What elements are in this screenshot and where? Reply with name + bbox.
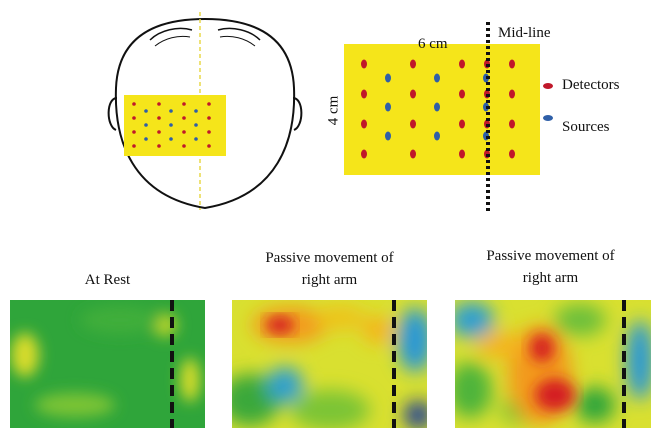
detector-dot xyxy=(509,59,515,69)
source-dot xyxy=(434,131,440,141)
probe-layout xyxy=(344,22,553,214)
detector-dot xyxy=(361,89,367,99)
mini-source-dot xyxy=(144,109,148,113)
detector-dot xyxy=(459,59,465,69)
detector-dot xyxy=(361,59,367,69)
activation-map-rest xyxy=(10,300,205,428)
probe-width-label: 6 cm xyxy=(418,36,448,52)
activation-map-passive-1 xyxy=(232,300,427,428)
detector-dot xyxy=(459,149,465,159)
mini-source-dot xyxy=(169,137,173,141)
source-legend-marker xyxy=(543,115,553,121)
mini-detector-dot xyxy=(157,102,161,106)
mini-detector-dot xyxy=(132,144,136,148)
source-dot xyxy=(434,73,440,83)
head-diagram xyxy=(107,12,303,210)
panel-title-rest: At Rest xyxy=(84,272,131,288)
mini-detector-dot xyxy=(132,102,136,106)
mini-detector-dot xyxy=(207,130,211,134)
mini-detector-dot xyxy=(157,130,161,134)
source-dot xyxy=(385,73,391,83)
head-probe-optodes xyxy=(132,102,211,148)
source-dot xyxy=(385,131,391,141)
detector-dot xyxy=(459,119,465,129)
detector-dot xyxy=(361,119,367,129)
hair-left-2 xyxy=(154,35,191,47)
mini-source-dot xyxy=(194,109,198,113)
panel-title-passive-1-line2: right arm xyxy=(301,272,358,288)
hair-right xyxy=(217,27,261,41)
mini-detector-dot xyxy=(207,102,211,106)
probe-height-label: 4 cm xyxy=(325,95,342,126)
sources-label: Sources xyxy=(562,119,610,135)
midline-label: Mid-line xyxy=(498,25,551,41)
activation-map-passive-2 xyxy=(455,300,651,428)
hair-right-2 xyxy=(219,35,256,47)
detector-legend-marker xyxy=(543,83,553,89)
detector-dot xyxy=(459,89,465,99)
mini-detector-dot xyxy=(132,116,136,120)
detector-dot xyxy=(361,149,367,159)
source-dot xyxy=(385,102,391,112)
right-ear xyxy=(292,97,303,131)
mini-detector-dot xyxy=(157,144,161,148)
detector-dot xyxy=(410,89,416,99)
detectors-label: Detectors xyxy=(562,77,620,93)
mini-detector-dot xyxy=(182,130,186,134)
mini-detector-dot xyxy=(207,116,211,120)
hair-left xyxy=(149,27,193,41)
detector-dot xyxy=(509,89,515,99)
detector-dot xyxy=(410,149,416,159)
mini-detector-dot xyxy=(182,102,186,106)
mini-detector-dot xyxy=(207,144,211,148)
detector-dot xyxy=(509,119,515,129)
probe-height-label-wrap: 4 cm xyxy=(320,86,350,136)
left-ear xyxy=(107,97,118,131)
mini-detector-dot xyxy=(157,116,161,120)
panel-title-passive-2-line2: right arm xyxy=(522,270,579,286)
detector-dot xyxy=(410,119,416,129)
mini-detector-dot xyxy=(182,116,186,120)
source-dot xyxy=(434,102,440,112)
mini-detector-dot xyxy=(132,130,136,134)
panel-title-passive-2-line1: Passive movement of xyxy=(486,248,615,264)
detector-dot xyxy=(509,149,515,159)
mini-source-dot xyxy=(194,137,198,141)
mini-source-dot xyxy=(194,123,198,127)
mini-detector-dot xyxy=(182,144,186,148)
mini-source-dot xyxy=(144,137,148,141)
panel-title-passive-1-line1: Passive movement of xyxy=(265,250,394,266)
mini-source-dot xyxy=(144,123,148,127)
detector-dot xyxy=(410,59,416,69)
mini-source-dot xyxy=(169,123,173,127)
mini-source-dot xyxy=(169,109,173,113)
probe-pad xyxy=(344,44,540,175)
